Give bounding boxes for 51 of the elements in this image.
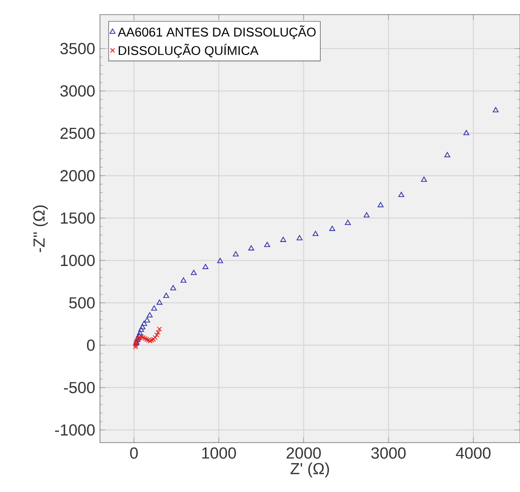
point — [151, 305, 158, 311]
point — [232, 251, 239, 256]
point — [378, 202, 384, 208]
point — [444, 152, 450, 158]
point — [139, 324, 146, 330]
y-tick-label: 0 — [87, 340, 95, 351]
point — [364, 212, 370, 218]
y-tick-label: 500 — [69, 297, 95, 308]
legend-label: AA6061 ANTES DA DISSOLUÇÃO — [118, 25, 316, 40]
x-tick-label: 0 — [130, 447, 138, 459]
point — [492, 107, 499, 112]
point — [217, 258, 224, 264]
point — [264, 242, 270, 248]
y-tick-label: 3500 — [60, 42, 95, 54]
point — [296, 235, 303, 240]
point — [463, 130, 470, 136]
point — [154, 332, 160, 338]
point — [144, 317, 150, 322]
point — [180, 277, 186, 283]
point — [398, 192, 404, 198]
x-tick-label: 4000 — [456, 447, 491, 459]
point — [141, 320, 148, 326]
point — [138, 326, 144, 332]
y-tick-label: -500 — [64, 382, 95, 394]
point — [190, 270, 197, 276]
point — [421, 176, 427, 182]
point — [156, 299, 162, 305]
point — [312, 230, 318, 236]
x-axis-title: Z' (Ω) — [290, 462, 329, 478]
x-tick-label: 3000 — [371, 447, 406, 459]
y-tick-label: 2500 — [60, 128, 95, 139]
point — [329, 226, 336, 231]
point — [163, 292, 170, 298]
point — [156, 330, 161, 335]
point — [248, 245, 254, 250]
y-axis-title: -Z'' (Ω) — [32, 206, 48, 252]
x-tick-label: 1000 — [202, 447, 236, 459]
point — [344, 220, 351, 226]
y-tick-label: -1000 — [55, 424, 95, 436]
point — [170, 285, 176, 290]
point — [202, 264, 208, 270]
y-tick-label: 1500 — [60, 212, 95, 224]
point — [280, 236, 286, 242]
x-tick-label: 2000 — [286, 447, 321, 459]
point — [146, 312, 153, 318]
point — [156, 326, 162, 332]
legend-label: DISSOLUÇÃO QUÍMICA — [118, 44, 258, 58]
y-tick-label: 1000 — [60, 254, 95, 266]
y-tick-label: 3000 — [60, 85, 95, 97]
y-tick-label: 2000 — [60, 170, 95, 182]
point — [136, 330, 143, 336]
